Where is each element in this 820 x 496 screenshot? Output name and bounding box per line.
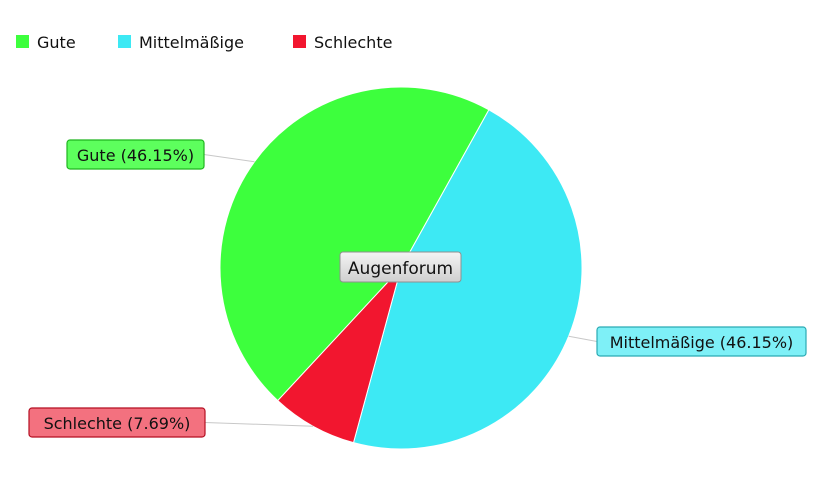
leader-line-mittelmassige [568,335,598,342]
legend-label-mittelmassige: Mittelmäßige [139,33,244,52]
center-label: Augenforum [339,251,462,283]
pie-slices [219,86,583,450]
slice-label-schlechte: Schlechte (7.69%) [44,414,191,433]
center-label-box [339,251,462,283]
legend-label-schlechte: Schlechte [314,33,392,52]
legend-swatch-gute [16,35,29,48]
slice-label-mittelmassige: Mittelmäßige (46.15%) [610,333,794,352]
legend-label-gute: Gute [37,33,76,52]
leader-line-schlechte [204,422,314,427]
slice-label-box-schlechte [28,407,206,438]
legend-swatch-mittelmassige [118,35,131,48]
slice-label-box-gute [66,139,205,170]
pie-slice-gute [219,86,490,402]
pie-slice-mittelmassige [352,109,583,450]
slice-label-box-mittelmassige [596,326,807,357]
slice-labels: Gute (46.15%) Mittelmäßige (46.15%) Schlec… [28,139,807,438]
legend: Gute Mittelmäßige Schlechte [16,33,392,52]
leader-lines [203,154,598,427]
legend-swatch-schlechte [293,35,306,48]
leader-line-gute [203,154,255,163]
slice-label-gute: Gute (46.15%) [77,146,194,165]
center-label-text: Augenforum [348,259,453,279]
